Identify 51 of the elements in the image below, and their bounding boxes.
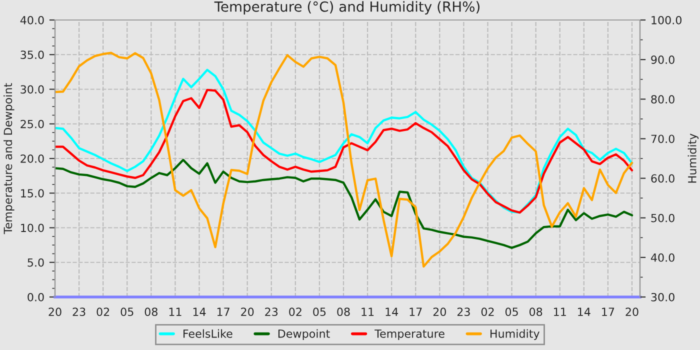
y-tick-label: 25.0 <box>20 120 44 128</box>
x-tick-label: 11 <box>169 308 182 316</box>
legend-label: Temperature <box>374 330 444 340</box>
y-tick-label: 10.0 <box>21 224 44 232</box>
x-tick-label: 08 <box>337 308 350 316</box>
y-tick-label: 0.0 <box>28 292 44 302</box>
y-axis-title: Temperature and Dewpoint <box>4 83 14 234</box>
y-tick-label: 5.0 <box>28 258 44 267</box>
x-tick-label: 02 <box>481 308 494 316</box>
y2-tick-label: 60.0 <box>651 174 674 183</box>
y2-tick-label: 100.0 <box>652 16 682 24</box>
x-tick-label: 08 <box>144 308 158 316</box>
legend-label: Dewpoint <box>278 329 330 340</box>
y2-tick-label: 50.0 <box>651 214 674 222</box>
x-tick-label: 14 <box>193 308 206 316</box>
y-tick-label: 35.0 <box>20 50 44 60</box>
chart-title: Temperature (°C) and Humidity (RH%) <box>214 1 480 15</box>
y2-axis-title: Humidity <box>688 134 699 183</box>
line-series <box>55 52 634 268</box>
x-tick-label: 05 <box>505 308 518 316</box>
x-tick-label: 11 <box>554 308 566 316</box>
y-tick-label: 30.0 <box>20 85 44 94</box>
x-tick-label: 20 <box>626 308 638 316</box>
y2-tick-label: 30.0 <box>651 292 674 302</box>
x-tick-label: 05 <box>313 308 326 316</box>
x-tick-label: 05 <box>120 308 134 316</box>
x-tick-label: 23 <box>457 308 470 316</box>
x-tick-label: 23 <box>72 308 86 316</box>
y-tick-label: 15.0 <box>21 189 44 198</box>
y2-tick-label: 90.0 <box>651 56 674 64</box>
x-tick-label: 02 <box>96 308 110 316</box>
y-tick-label: 40.0 <box>20 16 44 24</box>
x-tick-label: 14 <box>578 308 590 316</box>
x-tick-label: 17 <box>602 308 614 316</box>
x-tick-label: 20 <box>48 308 62 316</box>
x-tick-label: 20 <box>433 308 446 316</box>
x-tick-label: 14 <box>386 308 398 316</box>
x-tick-label: 08 <box>529 308 542 316</box>
x-tick-label: 11 <box>362 308 374 316</box>
x-tick-label: 23 <box>265 308 278 316</box>
line-series <box>55 158 634 249</box>
y-tick-label: 20.0 <box>20 154 44 163</box>
legend-label: Humidity <box>490 329 540 340</box>
x-tick-label: 17 <box>410 308 422 316</box>
y2-tick-label: 70.0 <box>651 134 674 144</box>
x-tick-label: 17 <box>217 308 230 316</box>
legend-label: FeelsLike <box>184 329 232 338</box>
x-tick-label: 02 <box>289 308 302 316</box>
y2-tick-label: 80.0 <box>651 95 674 104</box>
x-tick-label: 20 <box>241 308 254 316</box>
y2-tick-label: 40.0 <box>650 253 674 262</box>
